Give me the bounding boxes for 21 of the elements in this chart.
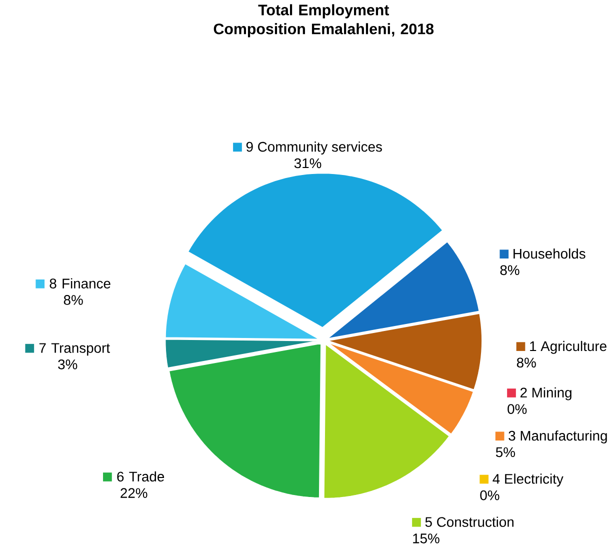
legend-label: 6 Trade (117, 472, 164, 482)
data-label: 5% (496, 448, 515, 458)
legend-label: 8 Finance (50, 278, 110, 289)
legend-label: 3 Manufacturing (508, 430, 607, 444)
legend-label: 9 Community services (246, 142, 382, 155)
legend-label: 1 Agriculture (530, 341, 606, 354)
data-label: 8% (64, 295, 83, 306)
legend-label: 5 Construction (425, 516, 514, 528)
legend-label: 4 Electricity (492, 474, 564, 487)
data-label: 3% (58, 360, 78, 370)
chart-title: Total Employment Composition Emalahleni, 2018 (214, 4, 434, 38)
legend-label: Households (514, 248, 586, 259)
legend-label: 7 Transport (39, 343, 110, 356)
data-label: 8% (500, 265, 520, 276)
data-label: 31% (294, 158, 322, 168)
legend-label: 2 Mining (520, 388, 572, 400)
data-label: 22% (120, 488, 148, 498)
data-label: 15% (413, 534, 440, 544)
text: 0% (480, 490, 500, 500)
data-label: 8% (516, 358, 536, 368)
text: 0% (508, 404, 527, 414)
